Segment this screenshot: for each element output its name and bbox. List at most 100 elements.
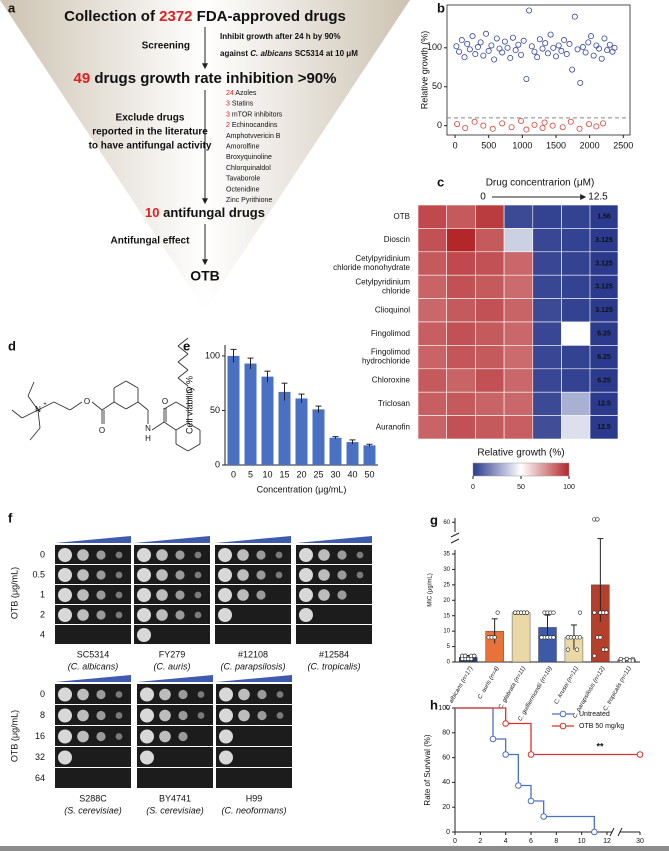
excluded-item: 2 Echinocandins (226, 122, 278, 129)
antifungal-text-part: antifungal drugs (160, 205, 265, 220)
data-point (501, 38, 508, 45)
data-point (598, 55, 605, 62)
bond (11, 409, 23, 419)
colony-spot (218, 588, 232, 602)
bond (27, 381, 35, 397)
data-point (472, 51, 479, 58)
data-point (551, 635, 556, 640)
colony-spot (275, 551, 283, 559)
y-axis-title: Relative growth (%) (419, 31, 429, 110)
plate-row (216, 726, 292, 746)
strain-name: #12108 (238, 649, 268, 659)
colony-spot (194, 571, 202, 579)
colony-spot (256, 590, 266, 600)
data-point (558, 47, 565, 54)
data-point (483, 30, 490, 37)
x-tick-label: 1000 (512, 140, 532, 150)
excluded-item-part: Zinc Pyrithione (226, 197, 272, 204)
dilution-wedge (55, 536, 131, 543)
data-point (524, 610, 530, 615)
colony-spot (275, 571, 283, 579)
bond (113, 401, 127, 410)
bond (177, 377, 189, 387)
colony-spot (58, 568, 72, 582)
data-point (574, 647, 580, 652)
x-tick-label: 2000 (580, 140, 600, 150)
plate-row (55, 684, 131, 704)
row-label: 32 (35, 752, 45, 762)
data-point (576, 125, 583, 132)
data-point (466, 46, 473, 53)
bond (163, 401, 177, 410)
y-tick-label: 80 (442, 730, 450, 737)
funnel-title-part: FDA-approved drugs (193, 8, 346, 25)
criteria-line-part: C. albicans (250, 49, 293, 58)
data-point (593, 123, 600, 130)
plate-row (216, 768, 292, 788)
data-point (561, 37, 568, 44)
colony-spot (137, 568, 151, 582)
colony-spot (96, 610, 106, 620)
colony-spot (318, 569, 330, 581)
colony-spot (77, 569, 89, 581)
chart-title: Drug concentrarion (μM) (486, 178, 595, 189)
axis-break (450, 532, 460, 538)
colony-spot (194, 551, 202, 559)
legend-label: OTB 50 mg/kg (579, 723, 624, 730)
data-point (462, 124, 469, 131)
colony-spot (237, 569, 249, 581)
colony-spot (257, 710, 267, 721)
excluded-item: 3 mTOR inhibitors (226, 111, 283, 118)
heat-cell (475, 391, 505, 416)
y-tick-label: 50 (210, 405, 220, 415)
data-point (534, 54, 541, 61)
heat-cell (561, 204, 591, 229)
data-point (544, 50, 551, 57)
heat-cell (532, 368, 562, 393)
heat-cell (532, 204, 562, 229)
data-point (551, 610, 556, 615)
data-point (566, 40, 573, 47)
bond (175, 422, 189, 431)
plate-row (55, 625, 131, 644)
colony-spot (219, 750, 233, 765)
data-point (539, 635, 544, 640)
heat-cell (417, 274, 448, 299)
y-tick-label: 5 (447, 644, 451, 650)
bond (91, 401, 103, 411)
criteria-line-part: SC5314 at 10 μM (292, 49, 358, 58)
colony-spot (237, 549, 249, 561)
panel-label: g (430, 512, 438, 527)
atom-label: H (145, 434, 151, 443)
excluded-item-part: 3 (226, 111, 230, 118)
data-point (527, 751, 535, 758)
colony-spot (194, 611, 202, 619)
step-label: Exclude drugs (116, 113, 185, 124)
funnel-title-part: Collection of (64, 8, 159, 25)
data-point (523, 126, 530, 133)
axis-break (617, 827, 623, 837)
heat-cell (417, 251, 448, 276)
colony-spot (219, 687, 233, 702)
data-point (507, 54, 514, 61)
heat-cell (475, 415, 505, 440)
criteria-line-part: Inhibit growth after 24 h by 90% (220, 32, 340, 41)
legend-marker (559, 710, 567, 718)
colony-spot (96, 590, 106, 600)
bond (175, 401, 189, 410)
colony-spot (156, 609, 168, 621)
mic-cell (589, 415, 619, 440)
strain-species: (S. cerevisiae) (64, 805, 122, 815)
plate-row (55, 705, 131, 725)
plate-row (137, 705, 213, 725)
heat-cell (532, 391, 562, 416)
hits-text: 49 drugs growth rate inhibition >90% (74, 70, 337, 87)
heat-cell (446, 251, 476, 276)
data-point (515, 782, 522, 789)
strain-name: FY279 (159, 649, 186, 659)
mic-label: 1.56 (597, 214, 611, 221)
heat-cell (503, 228, 534, 253)
data-point (504, 44, 511, 51)
bar (329, 437, 342, 465)
plate-row (137, 726, 213, 746)
